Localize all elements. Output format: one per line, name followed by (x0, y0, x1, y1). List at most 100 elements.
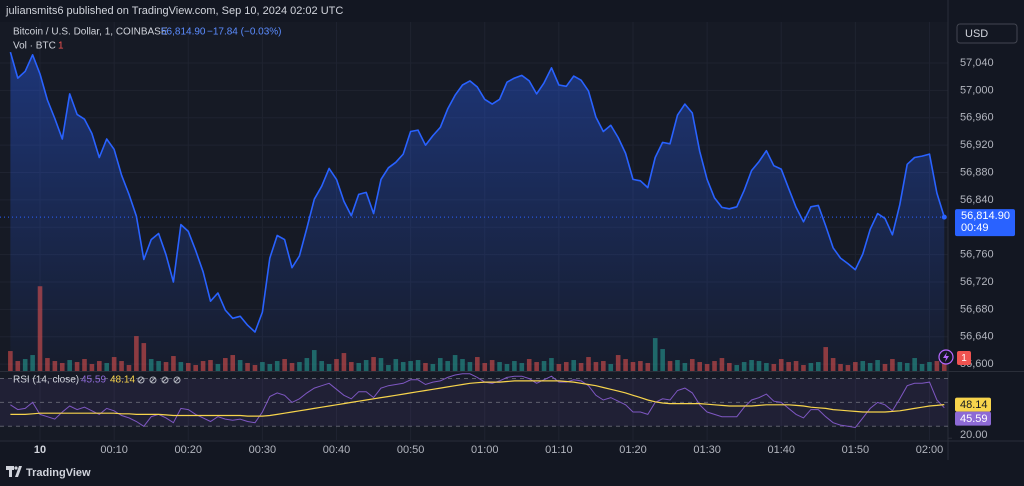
x-tick-label: 10 (34, 444, 46, 456)
volume-bar (482, 363, 488, 371)
volume-bar (727, 363, 732, 371)
volume-bar (126, 365, 132, 371)
currency[interactable]: USD (965, 28, 988, 40)
volume-bar (541, 361, 547, 371)
x-tick-label: 00:10 (100, 444, 128, 456)
volume-bar (59, 363, 65, 371)
price-line (9, 51, 946, 333)
volume-bar (778, 359, 784, 371)
volume-bar (430, 364, 436, 371)
currency-box[interactable] (956, 23, 1018, 44)
volume-bar (400, 362, 406, 371)
volume-bar (719, 358, 725, 371)
x-tick-label: 01:00 (471, 444, 499, 456)
volume-bar (334, 359, 339, 371)
rsi-tag (955, 411, 991, 426)
x-tick-label: 00:50 (397, 444, 425, 456)
marks (0, 51, 948, 429)
y-tick-label: 56,760 (960, 249, 994, 261)
x-tick-label: 01:40 (767, 444, 795, 456)
volume-tag (957, 351, 971, 365)
y-tick-label: 57,000 (960, 84, 994, 96)
volume-bar (675, 360, 680, 371)
volume-bar (134, 336, 139, 371)
volume-bar (467, 362, 473, 371)
volume-bar (15, 361, 21, 371)
volume-bar (193, 365, 198, 371)
volume-bar (615, 355, 621, 371)
volume-bar (601, 361, 606, 371)
volume-bar (667, 361, 673, 371)
volume-bar (141, 343, 147, 371)
volume-bar (349, 362, 354, 371)
volume-bar (645, 363, 651, 371)
volume-bar (734, 365, 740, 371)
volume-bar (363, 360, 369, 371)
volume-bar (652, 338, 658, 371)
alert-icon[interactable] (938, 349, 954, 365)
volume-bar (815, 362, 821, 371)
volume-bar (704, 364, 710, 371)
volume-bar (97, 361, 102, 371)
x-tick-label: 01:10 (545, 444, 573, 456)
header: juliansmits6 published on TradingView.co… (5, 5, 343, 17)
y-tick-label: 56,680 (960, 303, 994, 315)
legend-icons (137, 376, 181, 384)
volume-bar (30, 355, 35, 371)
volume-bar (82, 359, 87, 371)
price-tag-value: 56,814.90 (961, 210, 1010, 222)
last-price-dot (941, 214, 947, 220)
volume-bar (556, 364, 562, 371)
volume-bar (630, 362, 636, 371)
volume-bar (67, 360, 72, 371)
x-tick-label: 01:50 (842, 444, 870, 456)
labels: juliansmits6 published on TradingView.co… (5, 5, 1018, 479)
volume-bar (326, 364, 332, 371)
volume-bar (452, 355, 458, 371)
volume-bar (148, 359, 154, 371)
volume-bar (897, 362, 903, 371)
volume-bar (252, 365, 258, 371)
volume-bar (786, 362, 791, 371)
volume-bar (156, 361, 161, 371)
volume-bar (941, 361, 947, 371)
volume-bar (378, 358, 384, 371)
y-tick-label: 57,040 (960, 57, 994, 69)
volume-bar (623, 359, 628, 371)
volume-bar (475, 357, 480, 371)
volume-bar (919, 364, 925, 371)
volume-bar (756, 361, 762, 371)
volume-bar (437, 358, 443, 371)
volume-bar (119, 361, 124, 371)
volume-bar (393, 359, 399, 371)
price-area (10, 52, 945, 371)
y-tick-label: 56,720 (960, 276, 994, 288)
x-tick-label: 00:30 (249, 444, 277, 456)
volume-bar (223, 358, 228, 371)
volume-bar (882, 364, 888, 371)
volume-bar (526, 359, 532, 371)
y-tick-label: 56,880 (960, 166, 994, 178)
x-tick-label: 00:20 (175, 444, 203, 456)
volume-bar (297, 362, 302, 371)
volume-bar (890, 359, 895, 371)
volume-bar (74, 362, 80, 371)
volume-bar (749, 360, 754, 371)
footer-brand: TradingView (26, 467, 91, 479)
rsi-legend-value: 45.59 (81, 375, 106, 386)
rsi-line (10, 373, 945, 429)
volume-bar (549, 358, 554, 371)
x-tick-label: 01:30 (693, 444, 721, 456)
volume-legend: Vol · BTC (13, 41, 56, 52)
rsi-ma-line (10, 380, 945, 417)
volume-bar (423, 363, 428, 371)
volume-bar (171, 356, 176, 371)
volume-bar (682, 363, 688, 371)
volume-bar (230, 355, 236, 371)
volume-bar (22, 359, 28, 371)
volume-bar (163, 362, 169, 371)
volume-bar (200, 361, 206, 371)
volume-bar (823, 347, 829, 371)
